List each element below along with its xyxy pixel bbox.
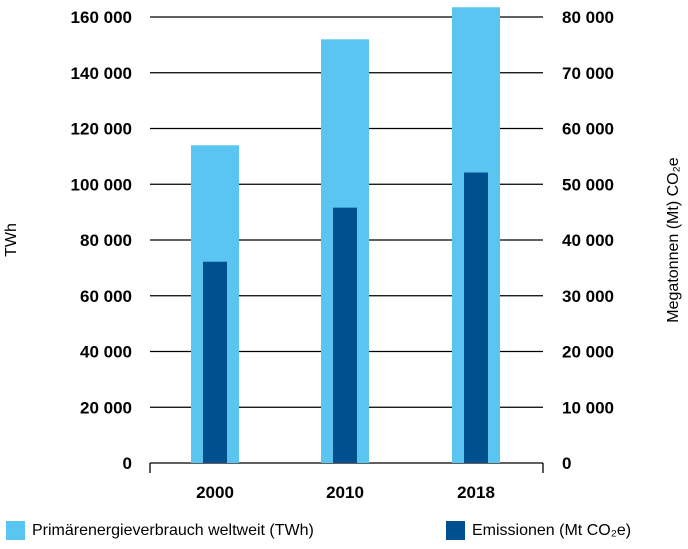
y-tick-label: 20 000 <box>80 398 132 417</box>
bar-emissions-2010 <box>333 207 357 463</box>
y2-tick-label: 0 <box>562 454 571 473</box>
y2-tick-label: 40 000 <box>562 231 614 250</box>
y2-tick-label: 50 000 <box>562 175 614 194</box>
y-tick-label: 120 000 <box>71 120 132 139</box>
bar-emissions-2018 <box>464 172 488 464</box>
legend-swatch-emissions <box>446 521 465 540</box>
y-tick-label: 0 <box>123 454 132 473</box>
x-tick-label: 2018 <box>457 483 495 502</box>
legend-swatch-energy <box>6 521 25 540</box>
y2-tick-label: 10 000 <box>562 398 614 417</box>
y-tick-label: 100 000 <box>71 175 132 194</box>
y-tick-label: 40 000 <box>80 343 132 362</box>
legend-label-emissions: Emissionen (Mt CO₂e) <box>472 521 632 539</box>
y-tick-label: 80 000 <box>80 231 132 250</box>
y2-tick-label: 60 000 <box>562 120 614 139</box>
y2-axis-title: Megatonnen (Mt) CO₂e <box>665 157 682 322</box>
bars <box>191 7 500 464</box>
y-tick-label: 160 000 <box>71 8 132 27</box>
legend-item-emissions: Emissionen (Mt CO₂e) <box>446 521 631 540</box>
tick-labels: 0 0 20 000 10 000 40 000 20 000 60 000 30 000 80… <box>71 8 614 502</box>
y-tick-label: 140 000 <box>71 64 132 83</box>
x-tick-label: 2000 <box>196 483 234 502</box>
legend-item-energy: Primärenergieverbrauch weltweit (TWh) <box>6 521 314 540</box>
y2-tick-label: 20 000 <box>562 343 614 362</box>
y-tick-label: 60 000 <box>80 287 132 306</box>
y2-tick-label: 70 000 <box>562 64 614 83</box>
legend-label-energy: Primärenergieverbrauch weltweit (TWh) <box>32 521 314 539</box>
y2-tick-label: 30 000 <box>562 287 614 306</box>
y2-tick-label: 80 000 <box>562 8 614 27</box>
bar-emissions-2000 <box>203 261 227 463</box>
x-tick-label: 2010 <box>326 483 364 502</box>
y-axis-title: TWh <box>3 223 20 257</box>
